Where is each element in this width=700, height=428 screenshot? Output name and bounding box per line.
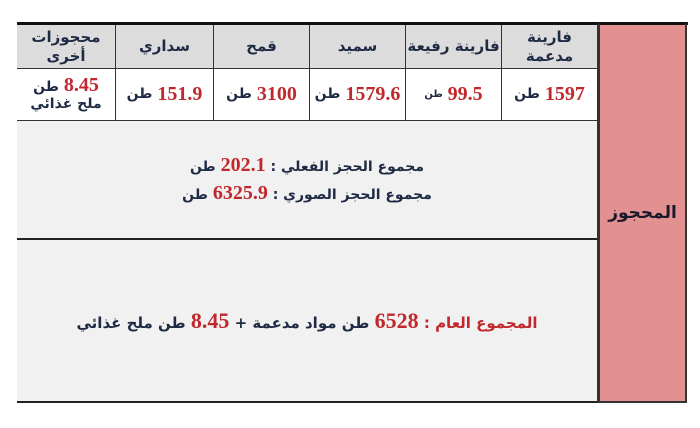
grand-total-salt: 8.45 xyxy=(190,307,230,333)
header-subsidized-flour: فارينة مدعمة xyxy=(502,25,598,69)
value-subsidized-flour: 1597 طن xyxy=(502,69,598,121)
unit: طن xyxy=(182,186,208,203)
value-number: 99.5 xyxy=(447,83,483,105)
header-fine-flour: فارينة رفيعة xyxy=(406,25,502,69)
header-semolina: سميد xyxy=(310,25,406,69)
unit: طن xyxy=(189,158,216,175)
nominal-label: مجموع الحجز الصوري : xyxy=(272,186,432,203)
unit: طن xyxy=(226,86,252,102)
value-number: 1597 xyxy=(544,83,585,105)
actual-reservation-line: مجموع الحجز الفعلي : 202.1 طن xyxy=(190,152,424,180)
grand-total-text1: طن مواد مدعمة + xyxy=(234,313,370,332)
value-fine-flour: 99.5 طن xyxy=(406,69,502,121)
side-label-reserved: المحجوز xyxy=(598,22,687,403)
unit: طن xyxy=(314,86,341,102)
grand-total-cell: المجموع العام : 6528 طن مواد مدعمة + 8.4… xyxy=(17,240,598,403)
value-number: 8.45 xyxy=(63,73,99,96)
value-number: 3100 xyxy=(256,83,297,105)
unit: طن xyxy=(33,78,59,95)
grand-total-line: المجموع العام : 6528 طن مواد مدعمة + 8.4… xyxy=(77,308,538,334)
value-wheat: 3100 طن xyxy=(214,69,310,121)
value-note: ملح غذائي xyxy=(30,95,102,112)
value-semolina: 1579.6 طن xyxy=(310,69,406,121)
actual-value: 202.1 xyxy=(220,153,266,176)
unit: طن xyxy=(126,86,153,102)
summary-cell: مجموع الحجز الفعلي : 202.1 طن مجموع الحج… xyxy=(17,121,598,240)
nominal-reservation-line: مجموع الحجز الصوري : 6325.9 طن xyxy=(182,180,432,208)
value-sidari: 151.9 طن xyxy=(116,69,214,121)
value-number: 151.9 xyxy=(157,83,203,105)
unit: طن xyxy=(424,89,443,100)
actual-label: مجموع الحجز الفعلي : xyxy=(270,158,425,175)
value-other-reservations: 8.45 طن ملح غذائي xyxy=(17,69,116,121)
grand-total-text2: طن ملح غذائي xyxy=(76,313,186,332)
value-number: 1579.6 xyxy=(345,83,401,105)
unit: طن xyxy=(514,86,540,102)
grand-total-subsidized: 6528 xyxy=(374,307,419,333)
nominal-value: 6325.9 xyxy=(212,181,268,204)
header-other-reservations: محجوزات أخرى xyxy=(17,25,116,69)
header-wheat: قمح xyxy=(214,25,310,69)
grand-total-label: المجموع العام : xyxy=(423,313,538,332)
header-sidari: سداري xyxy=(116,25,214,69)
